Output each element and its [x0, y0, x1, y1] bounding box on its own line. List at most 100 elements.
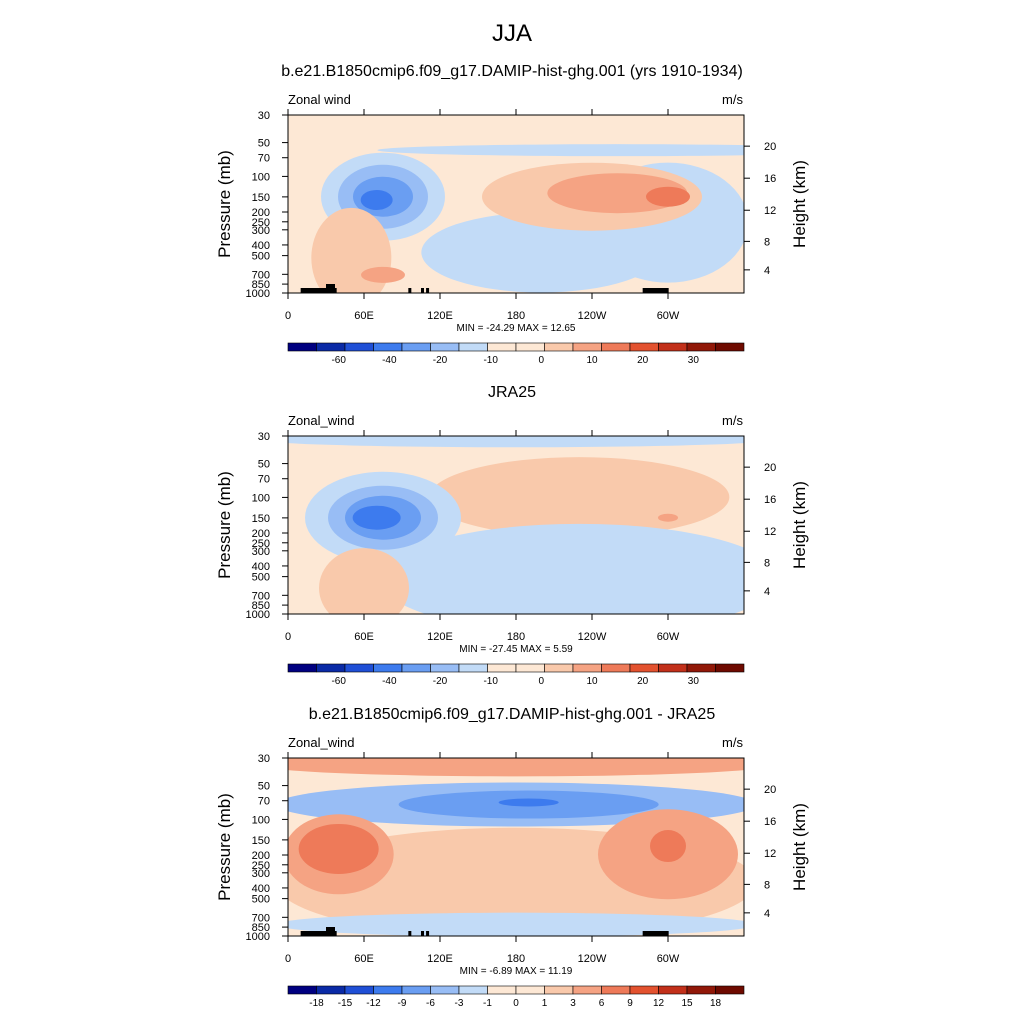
colorbar-box: [601, 985, 631, 995]
colorbar-box: [686, 985, 716, 995]
y-right-tick-label: 16: [764, 816, 776, 828]
y-axis-right-label: Height (km): [790, 481, 809, 569]
colorbar-label: 1: [542, 998, 548, 1009]
warm-core-mid: [298, 823, 379, 874]
y-tick-label: 1000: [246, 609, 270, 621]
y-right-tick-label: 12: [764, 848, 776, 860]
y-tick-label: 200: [252, 207, 270, 219]
colorbar-box: [601, 663, 631, 673]
y-axis-label: Pressure (mb): [215, 793, 234, 901]
y-axis-label: Pressure (mb): [215, 150, 234, 258]
colorbar-box: [487, 985, 517, 995]
westerly-outer: [429, 457, 730, 538]
y-tick-label: 70: [258, 474, 270, 486]
cool-band: [288, 782, 744, 827]
colorbar-label: -40: [382, 676, 397, 687]
topography-bar: [426, 931, 430, 936]
warm-east-core: [650, 830, 686, 863]
min-max-stats: MIN = -6.89 MAX = 11.19: [460, 966, 573, 977]
lower-easterly: [379, 523, 744, 614]
y-tick-label: 400: [252, 240, 270, 252]
y-tick-label: 850: [252, 600, 270, 612]
colorbar-box: [430, 985, 460, 995]
y-tick-label: 100: [252, 492, 270, 504]
y-right-tick-label: 20: [764, 784, 776, 796]
colorbar-label: -40: [382, 355, 397, 366]
colorbar-label: 10: [586, 676, 598, 687]
colorbar-box: [544, 342, 574, 352]
y-tick-label: 1000: [246, 288, 270, 300]
colorbar-box: [430, 663, 460, 673]
colorbar-label: 20: [637, 676, 649, 687]
colorbar-box: [658, 663, 688, 673]
y-tick-label: 700: [252, 590, 270, 602]
colorbar-label: 18: [710, 998, 722, 1009]
topography-bar: [326, 927, 335, 936]
colorbar-label: -20: [433, 355, 448, 366]
units-label: m/s: [722, 735, 743, 750]
westerly-mid: [547, 173, 688, 214]
colorbar-box: [515, 342, 545, 352]
min-max-stats: MIN = -24.29 MAX = 12.65: [457, 323, 576, 334]
easterly-core: [352, 505, 401, 530]
y-tick-label: 250: [252, 217, 270, 229]
easterly-core: [360, 189, 393, 210]
y-tick-label: 70: [258, 153, 270, 165]
colorbar-label: 10: [586, 355, 598, 366]
colorbar-label: -9: [398, 998, 407, 1009]
cool-band-inner: [398, 790, 659, 819]
easterly-outer: [321, 152, 445, 241]
y-tick-label: 500: [252, 251, 270, 263]
y-tick-label: 30: [258, 110, 270, 122]
x-tick-label: 60E: [354, 310, 374, 322]
y-tick-label: 200: [252, 528, 270, 540]
colorbar-box: [686, 342, 716, 352]
y-tick-label: 150: [252, 513, 270, 525]
units-label: m/s: [722, 92, 743, 107]
y-tick-label: 250: [252, 538, 270, 550]
y-tick-label: 850: [252, 279, 270, 291]
y-tick-label: 50: [258, 138, 270, 150]
y-tick-label: 50: [258, 459, 270, 471]
weak-easterly-mid: [421, 212, 662, 293]
y-tick-label: 300: [252, 546, 270, 558]
colorbar-box: [686, 663, 716, 673]
x-tick-label: 120E: [427, 953, 453, 965]
x-tick-label: 0: [285, 953, 291, 965]
warm-core-outer: [288, 814, 394, 895]
colorbar-box: [458, 985, 488, 995]
field-background: [288, 758, 744, 936]
y-tick-label: 70: [258, 796, 270, 808]
colorbar-box: [401, 663, 431, 673]
colorbar-label: 3: [570, 998, 576, 1009]
x-tick-label: 180: [507, 310, 525, 322]
y-tick-label: 400: [252, 561, 270, 573]
y-tick-label: 30: [258, 753, 270, 765]
panel-title: JRA25: [487, 384, 537, 401]
y-tick-label: 100: [252, 814, 270, 826]
y-tick-label: 300: [252, 868, 270, 880]
easterly-mid: [338, 164, 428, 229]
top-warm-band: [288, 758, 744, 777]
x-tick-label: 60E: [354, 631, 374, 643]
y-right-tick-label: 8: [764, 236, 770, 248]
colorbar-box: [658, 342, 688, 352]
y-tick-label: 30: [258, 431, 270, 443]
colorbar-box: [715, 342, 745, 352]
figure-title: JJA: [491, 20, 532, 47]
x-tick-label: 180: [507, 631, 525, 643]
colorbar-box: [658, 985, 688, 995]
y-axis-label: Pressure (mb): [215, 471, 234, 579]
topography-bar: [300, 288, 337, 293]
lower-cool: [288, 912, 744, 936]
colorbar-box: [287, 342, 317, 352]
topography-bar: [408, 288, 412, 293]
plot-border: [287, 114, 745, 294]
colorbar-box: [373, 342, 403, 352]
colorbar-box: [344, 342, 374, 352]
min-max-stats: MIN = -27.45 MAX = 5.59: [459, 644, 573, 655]
colorbar-label: 30: [688, 355, 700, 366]
topography-bar: [426, 288, 430, 293]
y-tick-label: 150: [252, 192, 270, 204]
